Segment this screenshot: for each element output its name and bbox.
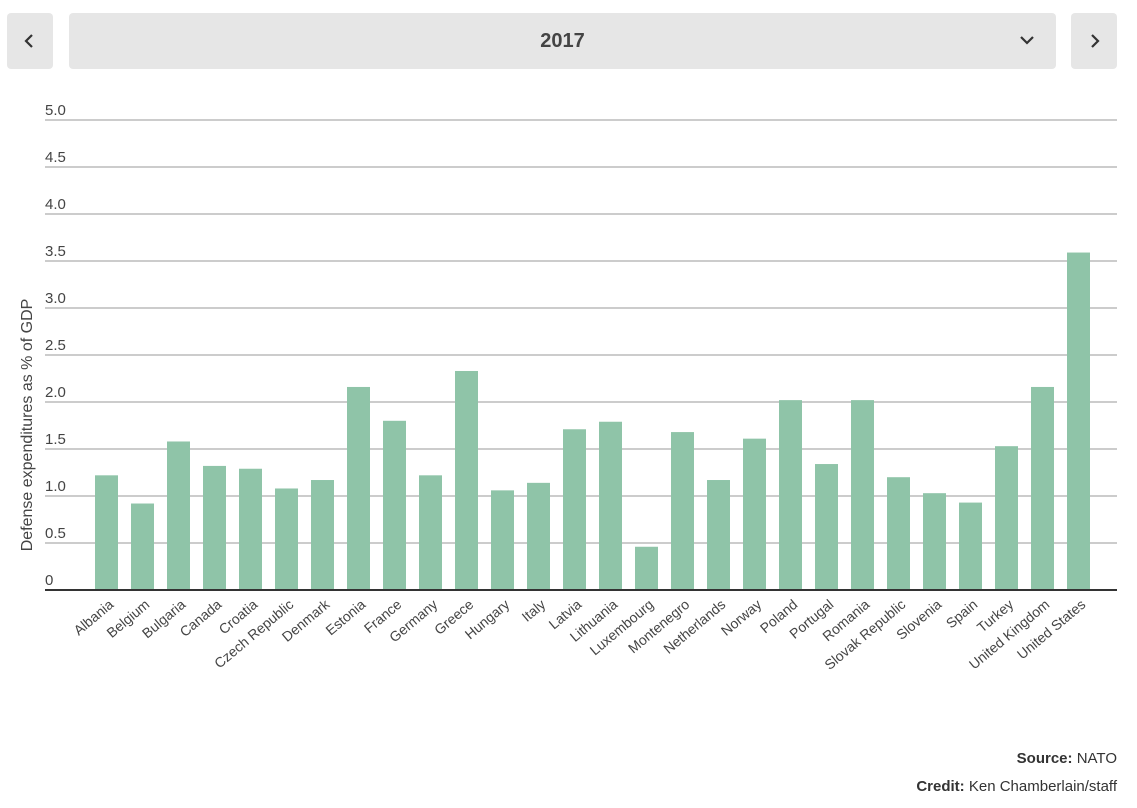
year-dropdown[interactable]: 2017 — [69, 13, 1056, 69]
bar-estonia[interactable] — [347, 386, 370, 590]
bar-slovak-republic[interactable] — [887, 477, 910, 590]
bar-slovenia[interactable] — [923, 493, 946, 590]
credit-label: Credit: — [916, 778, 965, 795]
bar-portugal[interactable] — [815, 464, 838, 590]
selected-year: 2017 — [540, 29, 585, 52]
y-tick-label: 3.5 — [45, 243, 66, 260]
source-value: NATO — [1076, 750, 1117, 767]
bar-montenegro[interactable] — [671, 432, 694, 590]
photo-credit: Credit: Ken Chamberlain/staff — [916, 778, 1117, 795]
previous-year-button[interactable] — [7, 13, 53, 69]
x-tick-label: Canada — [177, 596, 225, 640]
bar-lithuania[interactable] — [599, 421, 622, 590]
bar-germany[interactable] — [419, 475, 442, 590]
bar-spain[interactable] — [959, 502, 982, 590]
bar-turkey[interactable] — [995, 446, 1018, 590]
y-axis-ticks: 0 0.5 1.0 1.5 2.0 2.5 3.0 3.5 4.0 4.5 5.0 — [45, 102, 66, 589]
x-tick-label: Italy — [518, 596, 548, 625]
bar-france[interactable] — [383, 420, 406, 590]
next-year-button[interactable] — [1071, 13, 1117, 69]
y-tick-label: 2.0 — [45, 384, 66, 401]
y-tick-label: 2.5 — [45, 337, 66, 354]
x-tick-label: Estonia — [322, 596, 368, 638]
bars — [95, 252, 1090, 591]
bar-poland[interactable] — [779, 400, 802, 590]
y-tick-label: 3.0 — [45, 290, 66, 307]
bar-chart: 0 0.5 1.0 1.5 2.0 2.5 3.0 3.5 4.0 4.5 5.0 Defense … — [19, 102, 1117, 673]
source-credit: Source: NATO — [1017, 750, 1117, 767]
bar-hungary[interactable] — [491, 490, 514, 590]
bar-latvia[interactable] — [563, 429, 586, 590]
bar-canada[interactable] — [203, 465, 226, 590]
bar-luxembourg[interactable] — [635, 546, 658, 590]
bar-norway[interactable] — [743, 438, 766, 590]
x-tick-label: Spain — [943, 596, 981, 631]
bar-italy[interactable] — [527, 482, 550, 590]
y-tick-label: 1.0 — [45, 478, 66, 495]
source-label: Source: — [1016, 750, 1073, 767]
y-tick-label: 4.0 — [45, 196, 66, 213]
credit-value: Ken Chamberlain/staff — [968, 778, 1117, 795]
bar-united-kingdom[interactable] — [1031, 386, 1054, 590]
y-axis-label: Defense expenditures as % of GDP — [19, 299, 36, 552]
bar-netherlands[interactable] — [707, 480, 730, 590]
y-tick-label: 1.5 — [45, 431, 66, 448]
y-tick-label: 4.5 — [45, 149, 66, 166]
y-tick-label: 5.0 — [45, 102, 66, 119]
x-axis-labels: AlbaniaBelgiumBulgariaCanadaCroatiaCzech… — [70, 595, 1088, 672]
chevron-left-icon — [24, 34, 33, 48]
chevron-right-icon — [1091, 34, 1100, 48]
y-tick-label: 0 — [45, 572, 53, 589]
x-tick-label: Norway — [718, 596, 765, 639]
bar-romania[interactable] — [851, 400, 874, 590]
bar-united-states[interactable] — [1067, 252, 1090, 591]
bar-belgium[interactable] — [131, 503, 154, 590]
bar-albania[interactable] — [95, 475, 118, 590]
y-tick-label: 0.5 — [45, 525, 66, 542]
bar-bulgaria[interactable] — [167, 441, 190, 590]
chevron-down-icon — [1020, 36, 1034, 45]
bar-croatia[interactable] — [239, 468, 262, 590]
bar-czech-republic[interactable] — [275, 488, 298, 590]
bar-greece[interactable] — [455, 370, 478, 590]
bar-denmark[interactable] — [311, 480, 334, 590]
